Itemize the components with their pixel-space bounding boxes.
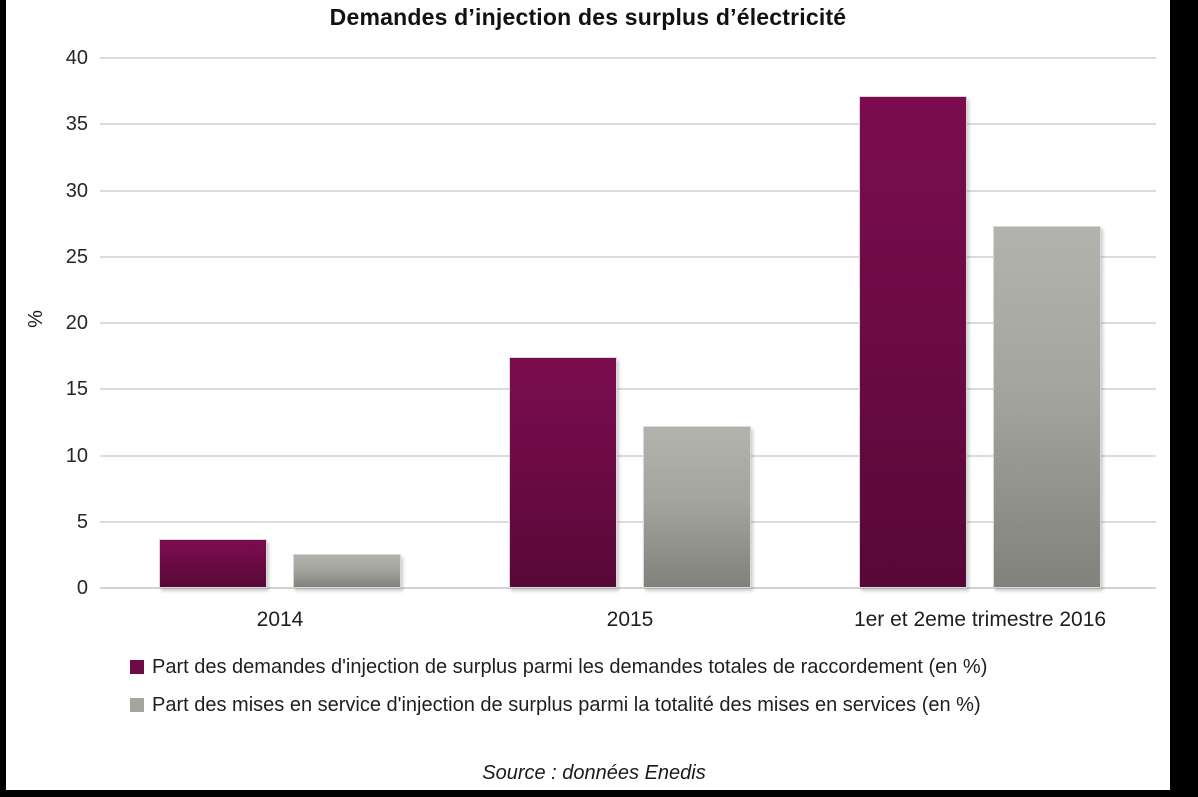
source-caption: Source : données Enedis	[482, 762, 706, 784]
chart-title: Demandes d’injection des surplus d’élect…	[329, 4, 847, 30]
gridline-5	[100, 520, 1156, 523]
x-label-2: 1er et 2eme trimestre 2016	[853, 608, 1107, 631]
frame-border-left	[0, 0, 6, 797]
bar-demandes-1	[509, 357, 617, 588]
y-tick-label-35: 35	[65, 113, 88, 136]
legend-item-demandes: Part des demandes d'injection de surplus…	[130, 654, 987, 680]
gridline-35	[100, 123, 1156, 126]
legend-item-mises: Part des mises en service d'injection de…	[130, 692, 987, 718]
bar-mises-0	[293, 553, 401, 588]
legend: Part des demandes d'injection de surplus…	[130, 654, 987, 730]
x-label-1: 2015	[606, 608, 654, 631]
bar-demandes-2	[859, 96, 967, 588]
bar-demandes-0	[159, 538, 267, 588]
y-tick-label-15: 15	[65, 378, 88, 401]
gridline-20	[100, 322, 1156, 324]
bar-mises-2	[993, 226, 1101, 588]
y-tick-label-0: 0	[76, 577, 88, 599]
gridline-25	[100, 255, 1156, 258]
frame-border-right	[1170, 0, 1198, 797]
legend-swatch-mises	[130, 698, 144, 712]
y-tick-label-40: 40	[65, 47, 88, 69]
bar-mises-1	[643, 426, 751, 588]
gridline-40	[100, 57, 1156, 59]
y-tick-label-30: 30	[65, 179, 88, 202]
gridline-30	[100, 189, 1156, 192]
plot-area	[100, 57, 1156, 589]
legend-label-demandes: Part des demandes d'injection de surplus…	[152, 655, 988, 678]
y-tick-label-25: 25	[65, 245, 88, 268]
gridline-10	[100, 454, 1156, 457]
legend-label-mises: Part des mises en service d'injection de…	[152, 693, 981, 716]
y-tick-label-10: 10	[65, 444, 88, 467]
x-label-0: 2014	[256, 608, 304, 631]
legend-swatch-demandes	[130, 660, 144, 674]
gridline-15	[100, 388, 1156, 391]
gridline-0	[100, 587, 1156, 589]
y-tick-label-5: 5	[76, 510, 88, 533]
frame-border-bottom	[0, 790, 1198, 797]
y-tick-label-20: 20	[65, 312, 88, 334]
